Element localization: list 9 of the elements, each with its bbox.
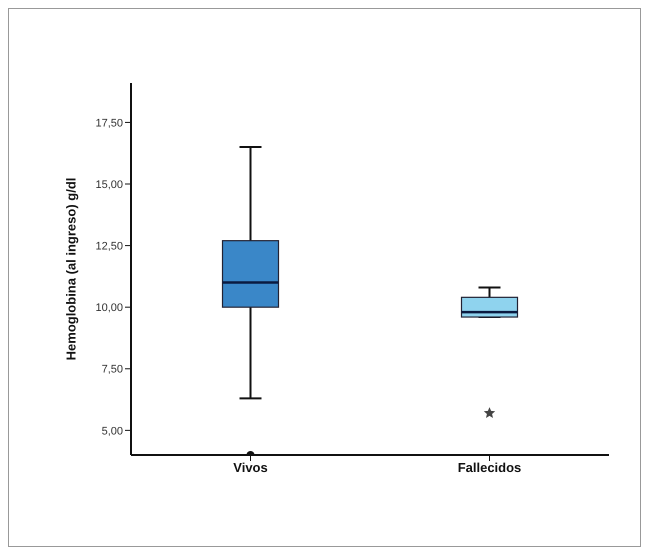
y-tick-label: 15,00 [95,178,123,191]
y-axis-title: Hemoglobina (al ingreso) g/dl [64,178,79,360]
x-tick-label: Vivos [233,460,268,476]
y-tick-label: 17,50 [95,117,123,130]
y-tick-label: 7,50 [102,364,123,376]
y-tick-label: 5,00 [102,425,123,438]
y-tick-label: 10,00 [95,302,123,314]
x-tick-label: Fallecidos [458,460,522,476]
y-tick-label: 12,50 [95,240,123,252]
